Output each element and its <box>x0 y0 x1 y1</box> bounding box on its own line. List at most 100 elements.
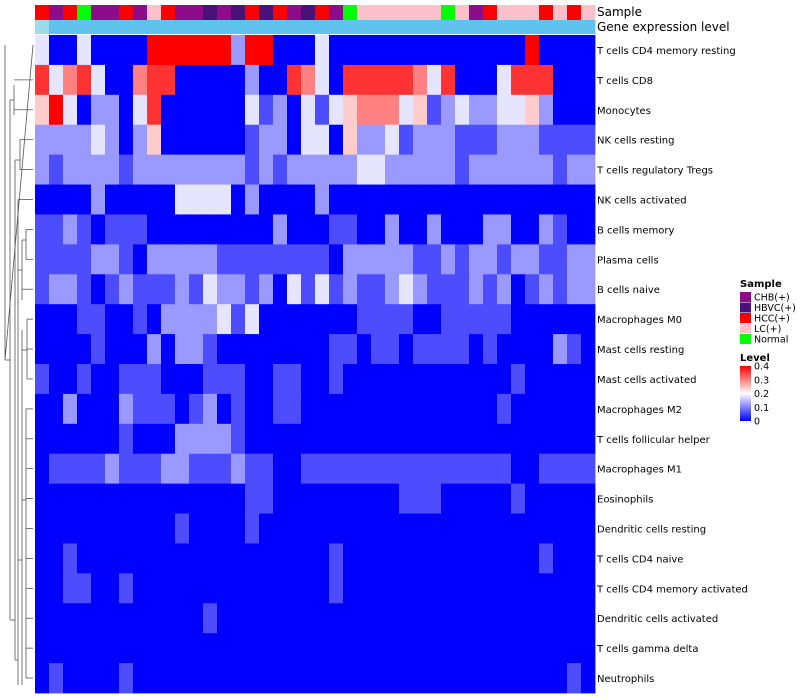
row-label: Macrophages M0 <box>597 315 682 326</box>
heatmap-cell <box>357 64 372 96</box>
heatmap-cell <box>371 304 386 335</box>
heatmap-cell <box>161 35 176 66</box>
heatmap-cell <box>63 244 78 275</box>
heatmap-cell <box>413 513 428 544</box>
heatmap-cell <box>581 94 596 126</box>
heatmap-cell <box>245 334 260 365</box>
heatmap-cell <box>455 573 470 604</box>
heatmap-cell <box>175 633 190 664</box>
heatmap-cell <box>203 603 218 634</box>
gene-level-cell <box>357 20 372 34</box>
heatmap-cell <box>525 573 540 604</box>
heatmap-cell <box>343 35 358 66</box>
heatmap-cell <box>273 274 288 305</box>
heatmap-cell <box>119 603 134 634</box>
heatmap-cell <box>189 334 204 365</box>
heatmap-cell <box>63 274 78 305</box>
heatmap-cell <box>427 274 442 305</box>
heatmap-cell <box>147 184 162 215</box>
heatmap-cell <box>315 573 330 604</box>
heatmap-cell <box>469 304 484 335</box>
heatmap-cell <box>497 543 512 574</box>
sample-annotation-cell <box>469 5 484 20</box>
heatmap-cell <box>175 603 190 634</box>
heatmap-cell <box>581 184 596 215</box>
heatmap-cell <box>315 453 330 485</box>
heatmap-cell <box>483 663 498 694</box>
heatmap-cell <box>399 453 414 485</box>
heatmap-cell <box>427 364 442 395</box>
heatmap-cell <box>357 184 372 215</box>
heatmap-cell <box>427 393 442 425</box>
heatmap-cell <box>567 513 582 544</box>
heatmap-cell <box>511 35 526 66</box>
heatmap-cell <box>455 244 470 275</box>
heatmap-cell <box>427 543 442 574</box>
heatmap-cell <box>343 603 358 634</box>
heatmap-cell <box>147 35 162 66</box>
heatmap-cell <box>231 364 246 395</box>
heatmap-cell <box>231 393 246 425</box>
heatmap-cell <box>161 603 176 634</box>
heatmap-cell <box>77 513 92 544</box>
heatmap-cell <box>105 423 120 455</box>
heatmap-cell <box>161 64 176 96</box>
heatmap-cell <box>343 393 358 425</box>
heatmap-cell <box>497 184 512 215</box>
heatmap-cell <box>49 124 64 156</box>
heatmap-cell <box>371 453 386 485</box>
heatmap-cell <box>413 35 428 66</box>
heatmap-cell <box>105 483 120 514</box>
heatmap-cell <box>189 94 204 126</box>
heatmap-cell <box>581 154 596 185</box>
heatmap-cell <box>231 214 246 245</box>
heatmap-cell <box>469 274 484 305</box>
heatmap-cell <box>553 35 568 66</box>
heatmap-cell <box>161 334 176 365</box>
heatmap-cell <box>35 423 50 455</box>
heatmap-cell <box>231 154 246 185</box>
heatmap-cell <box>203 64 218 96</box>
heatmap-cell <box>273 543 288 574</box>
heatmap-cell <box>385 35 400 66</box>
heatmap-cell <box>259 244 274 275</box>
heatmap-cell <box>273 364 288 395</box>
heatmap-cell <box>315 334 330 365</box>
heatmap-cell <box>77 603 92 634</box>
heatmap-cell <box>189 274 204 305</box>
heatmap-cell <box>217 94 232 126</box>
heatmap-cell <box>35 274 50 305</box>
heatmap-cell <box>357 393 372 425</box>
heatmap-cell <box>77 244 92 275</box>
heatmap-cell <box>441 64 456 96</box>
heatmap-cell <box>147 633 162 664</box>
gene-level-cell <box>77 20 92 34</box>
heatmap-cell <box>357 633 372 664</box>
heatmap-cell <box>427 334 442 365</box>
heatmap-cell <box>427 573 442 604</box>
heatmap-cell <box>63 393 78 425</box>
sample-annotation-cell <box>441 5 456 20</box>
row-label: NK cells activated <box>597 196 687 207</box>
heatmap-cell <box>161 154 176 185</box>
heatmap-cell <box>245 483 260 514</box>
heatmap-cell <box>525 94 540 126</box>
heatmap-cell <box>441 663 456 694</box>
level-tick-label: 0.4 <box>754 362 769 373</box>
heatmap-cell <box>63 423 78 455</box>
heatmap-cell <box>581 633 596 664</box>
sample-annotation-cell <box>581 5 596 20</box>
heatmap-cell <box>357 244 372 275</box>
sample-annotation-cell <box>329 5 344 20</box>
heatmap-cell <box>35 304 50 335</box>
heatmap-cell <box>399 35 414 66</box>
heatmap-cell <box>301 423 316 455</box>
heatmap-cell <box>581 573 596 604</box>
heatmap-cell <box>329 35 344 66</box>
heatmap-cell <box>525 393 540 425</box>
heatmap-cell <box>91 184 106 215</box>
heatmap-cell <box>175 423 190 455</box>
heatmap-cell <box>245 184 260 215</box>
level-tick-label: 0.3 <box>754 375 769 386</box>
heatmap-cell <box>371 633 386 664</box>
